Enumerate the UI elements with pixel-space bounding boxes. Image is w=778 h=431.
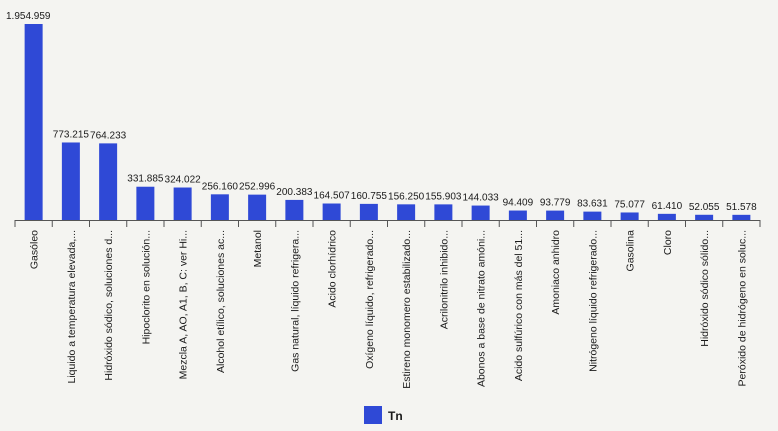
bar xyxy=(695,214,714,220)
legend: Tn xyxy=(364,406,403,424)
category-label: Gasolina xyxy=(625,230,637,272)
category-label: Alcohol etílico, soluciones ac... xyxy=(215,230,227,373)
bar-value-label: 200.383 xyxy=(276,187,313,198)
bar xyxy=(173,187,192,220)
category-label: Hipoclorito en solución... xyxy=(140,230,152,344)
bar-value-label: 83.631 xyxy=(577,199,608,210)
bar xyxy=(99,143,118,220)
category-label: Gasóleo xyxy=(29,230,41,269)
bar xyxy=(136,186,155,220)
category-label: Oxígeno líquido, refrigerado... xyxy=(364,230,376,369)
value-labels-group: 1.954.959 773.215 764.233 331.885 324.022256… xyxy=(6,11,757,213)
bar xyxy=(732,214,751,220)
bar-value-label: 160.755 xyxy=(351,191,388,202)
category-label: Metanol xyxy=(252,230,264,267)
bar xyxy=(471,205,490,220)
bar-value-label: 252.996 xyxy=(239,182,276,193)
category-label: Amoniaco anhidro xyxy=(550,230,562,315)
bar xyxy=(210,194,229,220)
bar xyxy=(61,142,80,220)
category-label: Abonos a base de nitrato amóni... xyxy=(476,230,488,387)
category-label: Cloro xyxy=(662,230,674,255)
bar xyxy=(620,212,639,220)
category-label: Peróxido de hidrógeno en soluc... xyxy=(736,230,748,386)
bar xyxy=(583,211,602,220)
bar xyxy=(434,204,453,220)
bar-value-label: 256.160 xyxy=(202,181,239,192)
bar-value-label: 52.055 xyxy=(689,202,720,213)
bar-value-label: 764.233 xyxy=(90,130,127,141)
category-label: Acido clorhídrico xyxy=(327,230,339,308)
bar-value-label: 144.033 xyxy=(463,193,500,204)
legend-swatch xyxy=(364,406,382,424)
bar-value-label: 1.954.959 xyxy=(6,11,51,22)
bars-group xyxy=(24,24,751,220)
bar-value-label: 93.779 xyxy=(540,198,571,209)
bar xyxy=(24,24,43,220)
bar xyxy=(508,210,527,220)
bar xyxy=(285,199,304,220)
bar xyxy=(657,213,676,220)
bar-value-label: 51.578 xyxy=(726,202,757,213)
bar-value-label: 75.077 xyxy=(614,199,645,210)
category-label: Nitrógeno líquido refrigerado... xyxy=(587,230,599,372)
category-label: Hidróxido sódico, soluciones d... xyxy=(103,230,115,381)
legend-label: Tn xyxy=(388,409,403,423)
bar xyxy=(359,203,378,220)
bar-value-label: 156.250 xyxy=(388,191,425,202)
category-label: Mezcla A, AO, A1, B, C: ver Hi... xyxy=(178,230,190,379)
bar xyxy=(248,194,267,220)
bar-value-label: 164.507 xyxy=(314,191,351,202)
bar xyxy=(546,210,565,220)
category-label: Acido sulfúrico con más del 51... xyxy=(513,230,525,381)
bar xyxy=(397,204,416,220)
bar-value-label: 773.215 xyxy=(53,129,90,140)
bar xyxy=(322,203,341,220)
category-labels-group: Gasóleo Liquido a temperatura elevada,...… xyxy=(29,230,749,389)
category-ticks-group xyxy=(14,220,761,227)
bar-value-label: 324.022 xyxy=(165,175,202,186)
category-label: Hidróxido sódico sólido... xyxy=(699,230,711,347)
category-label: Estireno monomero estabilizado... xyxy=(401,230,413,389)
category-label: Gas natural, líquido refrigera... xyxy=(289,230,301,372)
bar-value-label: 61.410 xyxy=(652,201,683,212)
bar-value-label: 94.409 xyxy=(503,198,534,209)
bar-value-label: 155.903 xyxy=(425,191,462,202)
category-label: Acrilonitrilo inhibido... xyxy=(438,230,450,329)
category-label: Liquido a temperatura elevada,... xyxy=(66,230,78,384)
bar-value-label: 331.885 xyxy=(127,174,164,185)
